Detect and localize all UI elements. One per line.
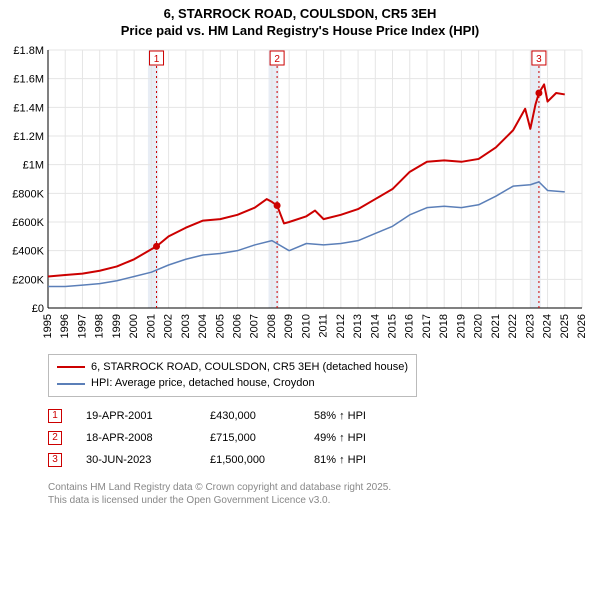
transaction-row: 2 18-APR-2008 £715,000 49% ↑ HPI [48,427,592,449]
chart-svg: £0 £200K £400K £600K £800K £1M £1.2M £1.4M £1.6M… [8,46,592,346]
svg-text:2024: 2024 [542,314,554,338]
transaction-pct: 81% ↑ HPI [314,449,394,471]
svg-text:2009: 2009 [283,314,295,338]
svg-text:£800K: £800K [12,188,44,200]
svg-text:£1.4M: £1.4M [13,102,44,114]
svg-text:£1M: £1M [23,159,44,171]
transaction-marker: 1 [48,409,62,423]
title-line-2: Price paid vs. HM Land Registry's House … [8,23,592,40]
svg-text:2007: 2007 [249,314,261,338]
title-line-1: 6, STARROCK ROAD, COULSDON, CR5 3EH [8,6,592,23]
legend: 6, STARROCK ROAD, COULSDON, CR5 3EH (det… [48,354,417,397]
svg-text:1999: 1999 [111,314,123,338]
svg-text:2016: 2016 [404,314,416,338]
svg-text:2008: 2008 [266,314,278,338]
svg-text:2002: 2002 [163,314,175,338]
svg-text:2001: 2001 [145,314,157,338]
legend-item: 6, STARROCK ROAD, COULSDON, CR5 3EH (det… [57,359,408,376]
svg-text:2020: 2020 [473,314,485,338]
transaction-price: £430,000 [210,405,290,427]
transaction-row: 3 30-JUN-2023 £1,500,000 81% ↑ HPI [48,449,592,471]
svg-text:1997: 1997 [76,314,88,338]
transaction-date: 19-APR-2001 [86,405,186,427]
svg-text:2018: 2018 [438,314,450,338]
legend-label: HPI: Average price, detached house, Croy… [91,375,315,392]
svg-text:1: 1 [154,54,160,65]
svg-text:2004: 2004 [197,314,209,338]
transaction-marker: 2 [48,431,62,445]
footer-line-1: Contains HM Land Registry data © Crown c… [48,481,592,494]
legend-swatch [57,366,85,368]
svg-text:£0: £0 [32,303,44,315]
footer-attribution: Contains HM Land Registry data © Crown c… [48,481,592,507]
svg-text:£1.2M: £1.2M [13,131,44,143]
svg-text:2019: 2019 [455,314,467,338]
svg-text:£1.8M: £1.8M [13,46,44,57]
transaction-pct: 58% ↑ HPI [314,405,394,427]
legend-swatch [57,383,85,385]
svg-text:2003: 2003 [180,314,192,338]
svg-text:3: 3 [536,54,542,65]
svg-text:2000: 2000 [128,314,140,338]
svg-text:2021: 2021 [490,314,502,338]
svg-text:2015: 2015 [387,314,399,338]
footer-line-2: This data is licensed under the Open Gov… [48,494,592,507]
svg-text:2013: 2013 [352,314,364,338]
svg-text:2017: 2017 [421,314,433,338]
svg-text:£600K: £600K [12,217,44,229]
svg-text:2012: 2012 [335,314,347,338]
chart-title: 6, STARROCK ROAD, COULSDON, CR5 3EH Pric… [8,6,592,40]
svg-text:£200K: £200K [12,274,44,286]
svg-text:2014: 2014 [369,314,381,338]
chart-area: £0 £200K £400K £600K £800K £1M £1.2M £1.4M £1.6M… [8,46,592,346]
svg-text:2005: 2005 [214,314,226,338]
svg-text:2023: 2023 [524,314,536,338]
transaction-table: 1 19-APR-2001 £430,000 58% ↑ HPI 2 18-APR-200… [48,405,592,471]
svg-text:2011: 2011 [318,314,330,338]
svg-text:1996: 1996 [59,314,71,338]
svg-text:2: 2 [274,54,280,65]
svg-text:2006: 2006 [231,314,243,338]
transaction-pct: 49% ↑ HPI [314,427,394,449]
transaction-date: 30-JUN-2023 [86,449,186,471]
svg-text:£400K: £400K [12,245,44,257]
svg-text:1998: 1998 [94,314,106,338]
svg-text:2026: 2026 [576,314,588,338]
legend-label: 6, STARROCK ROAD, COULSDON, CR5 3EH (det… [91,359,408,376]
transaction-date: 18-APR-2008 [86,427,186,449]
svg-text:2022: 2022 [507,314,519,338]
svg-text:£1.6M: £1.6M [13,73,44,85]
transaction-price: £715,000 [210,427,290,449]
transaction-price: £1,500,000 [210,449,290,471]
svg-text:2010: 2010 [300,314,312,338]
transaction-row: 1 19-APR-2001 £430,000 58% ↑ HPI [48,405,592,427]
svg-text:2025: 2025 [559,314,571,338]
transaction-marker: 3 [48,453,62,467]
legend-item: HPI: Average price, detached house, Croy… [57,375,408,392]
svg-text:1995: 1995 [42,314,54,338]
